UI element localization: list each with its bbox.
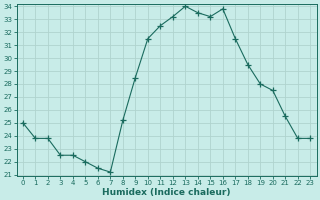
X-axis label: Humidex (Indice chaleur): Humidex (Indice chaleur) — [102, 188, 231, 197]
